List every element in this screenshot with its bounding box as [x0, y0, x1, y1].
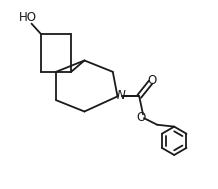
Text: HO: HO	[19, 11, 37, 23]
Text: O: O	[148, 74, 157, 87]
Text: O: O	[136, 111, 146, 124]
Text: N: N	[117, 89, 126, 102]
